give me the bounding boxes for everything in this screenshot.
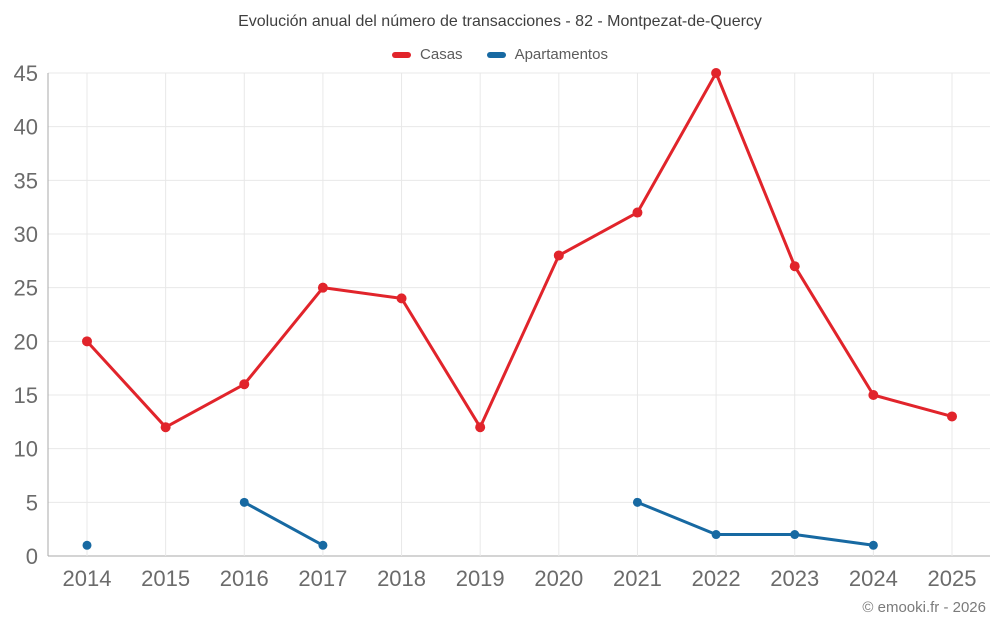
x-tick-label: 2022 xyxy=(692,566,741,591)
x-tick-label: 2024 xyxy=(849,566,898,591)
legend-swatch-apartamentos-icon xyxy=(486,51,506,58)
data-point-apartamentos-2023[interactable] xyxy=(790,530,800,540)
data-point-apartamentos-2016[interactable] xyxy=(239,497,249,507)
y-tick-label: 20 xyxy=(14,329,38,354)
data-point-casas-2019[interactable] xyxy=(475,422,486,433)
series-line-apartamentos xyxy=(242,500,325,547)
y-tick-label: 0 xyxy=(26,544,38,569)
y-tick-label: 15 xyxy=(14,383,38,408)
series-line-casas xyxy=(85,71,954,429)
x-tick-label: 2018 xyxy=(377,566,426,591)
data-point-casas-2021[interactable] xyxy=(632,207,643,218)
x-tick-label: 2020 xyxy=(534,566,583,591)
data-point-casas-2022[interactable] xyxy=(711,68,722,78)
chart-legend: Casas Apartamentos xyxy=(0,46,1000,63)
x-tick-label: 2023 xyxy=(770,566,819,591)
y-tick-label: 35 xyxy=(14,168,38,193)
y-tick-label: 45 xyxy=(14,61,38,86)
data-point-apartamentos-2014[interactable] xyxy=(82,540,92,550)
legend-item-apartamentos[interactable]: Apartamentos xyxy=(486,46,608,63)
x-tick-label: 2025 xyxy=(928,566,977,591)
legend-label-apartamentos: Apartamentos xyxy=(514,46,608,63)
data-point-apartamentos-2021[interactable] xyxy=(632,497,642,507)
legend-swatch-casas-icon xyxy=(392,51,412,58)
data-point-casas-2015[interactable] xyxy=(160,422,171,433)
series-line-apartamentos xyxy=(635,500,875,547)
y-tick-label: 40 xyxy=(14,115,38,140)
legend-label-casas: Casas xyxy=(420,46,463,63)
legend-item-casas[interactable]: Casas xyxy=(392,46,463,63)
x-tick-label: 2021 xyxy=(613,566,662,591)
data-point-casas-2016[interactable] xyxy=(239,379,250,390)
chart-title: Evolución anual del número de transaccio… xyxy=(238,13,762,30)
data-point-casas-2017[interactable] xyxy=(317,282,328,293)
data-point-casas-2014[interactable] xyxy=(82,336,92,347)
data-point-casas-2025[interactable] xyxy=(947,411,957,422)
data-point-apartamentos-2017[interactable] xyxy=(318,540,328,550)
y-tick-label: 10 xyxy=(14,437,38,462)
x-tick-label: 2019 xyxy=(456,566,505,591)
y-tick-label: 25 xyxy=(14,276,38,301)
data-point-casas-2020[interactable] xyxy=(553,250,564,261)
data-point-apartamentos-2024[interactable] xyxy=(868,540,878,550)
data-point-casas-2018[interactable] xyxy=(396,293,407,304)
x-tick-label: 2016 xyxy=(220,566,269,591)
x-tick-label: 2014 xyxy=(63,566,112,591)
y-tick-label: 5 xyxy=(26,490,38,515)
y-tick-label: 30 xyxy=(14,222,38,247)
copyright-footer: © emooki.fr - 2026 xyxy=(862,599,986,616)
x-tick-label: 2015 xyxy=(141,566,190,591)
data-point-casas-2024[interactable] xyxy=(868,390,879,400)
data-point-casas-2023[interactable] xyxy=(789,261,800,272)
data-point-apartamentos-2022[interactable] xyxy=(711,530,721,540)
x-tick-label: 2017 xyxy=(298,566,347,591)
